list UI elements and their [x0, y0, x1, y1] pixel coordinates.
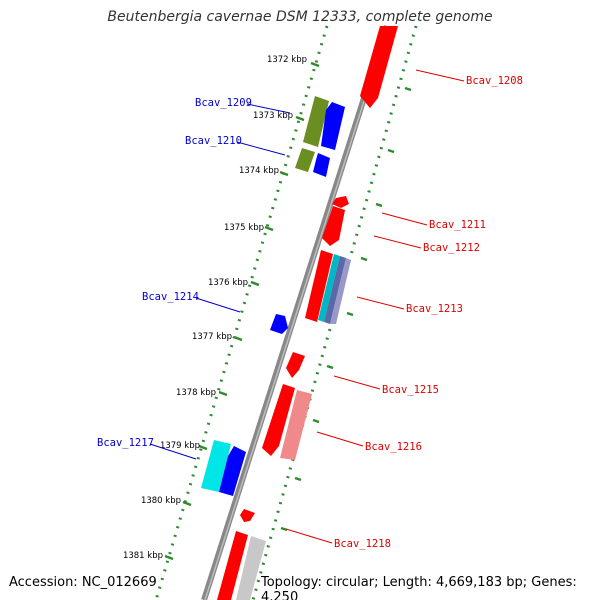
gene-label-bcav-1210[interactable]: Bcav_1210 [185, 135, 242, 147]
tick-mark [264, 225, 274, 232]
gene-label-bcav-1208[interactable]: Bcav_1208 [466, 75, 523, 87]
gene-bcav-1214[interactable] [270, 314, 288, 334]
tick-mark [295, 115, 305, 122]
gene-bcav-1213-stripe-3 [330, 258, 351, 324]
tick-mark [164, 554, 174, 561]
gene-label-bcav-1211[interactable]: Bcav_1211 [429, 219, 486, 231]
tick-mark [250, 280, 260, 287]
other-strand-genes [201, 96, 345, 496]
gene-bcav-1212[interactable] [322, 206, 345, 246]
backbone [201, 25, 390, 600]
gene-label-bcav-1214[interactable]: Bcav_1214 [142, 291, 199, 303]
gene-bcav-1218[interactable] [240, 509, 255, 522]
gene-labels: Bcav_1208 Bcav_1209 Bcav_1210 Bcav_1211 … [97, 75, 523, 550]
gene-bcav-1218-shadow [236, 536, 266, 600]
gene-bcav-1210[interactable] [313, 153, 330, 177]
gene-label-bcav-1218[interactable]: Bcav_1218 [334, 538, 391, 550]
label-leaders [149, 69, 465, 544]
tick-label: 1373 kbp [253, 111, 293, 121]
tick-mark [198, 444, 208, 451]
forward-strand-genes [217, 26, 398, 600]
tick-label: 1375 kbp [224, 223, 264, 233]
tick-label: 1376 kbp [208, 278, 248, 288]
tick-mark [218, 390, 228, 397]
gene-label-bcav-1216[interactable]: Bcav_1216 [365, 441, 422, 453]
gene-bcav-1213-stripe-2 [324, 256, 346, 324]
gene-bcav-1218-body [217, 531, 248, 600]
gene-bcav-1215[interactable] [286, 352, 305, 378]
gene-bcav-1209[interactable] [321, 102, 345, 150]
tick-label: 1377 kbp [192, 332, 232, 342]
genome-title: Beutenbergia cavernae DSM 12333, complet… [107, 9, 493, 25]
tick-label: 1380 kbp [141, 496, 181, 506]
tick-label: 1374 kbp [239, 166, 279, 176]
tick-mark [279, 170, 289, 177]
gene-bcav-1213-stripe-1 [318, 254, 340, 322]
gene-label-bcav-1217[interactable]: Bcav_1217 [97, 437, 154, 449]
tick-mark [233, 335, 243, 342]
gene-bcav-1216[interactable] [262, 384, 295, 456]
tick-label: 1378 kbp [176, 388, 216, 398]
gene-bcav-1217[interactable] [219, 446, 246, 496]
inner-guide-ticks [280, 86, 412, 532]
tick-mark [182, 500, 192, 507]
gene-bcav-1217-cyan[interactable] [201, 440, 231, 492]
gene-bcav-1211[interactable] [332, 196, 349, 208]
scale-ticks: 1372 kbp 1373 kbp 1374 kbp 1375 kbp 1376… [123, 55, 320, 561]
tick-label: 1379 kbp [160, 441, 200, 451]
gene-label-bcav-1212[interactable]: Bcav_1212 [423, 242, 480, 254]
tick-label: 1372 kbp [267, 55, 307, 65]
gene-bcav-1209-olive[interactable] [303, 96, 329, 147]
outer-dotted-guide [154, 25, 329, 600]
gene-label-bcav-1213[interactable]: Bcav_1213 [406, 303, 463, 315]
gene-bcav-1213[interactable] [305, 250, 333, 322]
gene-bcav-1210-olive[interactable] [295, 148, 315, 172]
gene-bcav-1216-shadow [280, 390, 312, 460]
gene-label-bcav-1215[interactable]: Bcav_1215 [382, 384, 439, 396]
tick-label: 1381 kbp [123, 551, 163, 561]
gene-label-bcav-1209[interactable]: Bcav_1209 [195, 97, 252, 109]
genome-summary-text: Topology: circular; Length: 4,669,183 bp… [261, 575, 577, 600]
gene-bcav-1208[interactable] [360, 26, 398, 108]
tick-mark [310, 61, 320, 68]
accession-text: Accession: NC_012669 [9, 575, 157, 590]
